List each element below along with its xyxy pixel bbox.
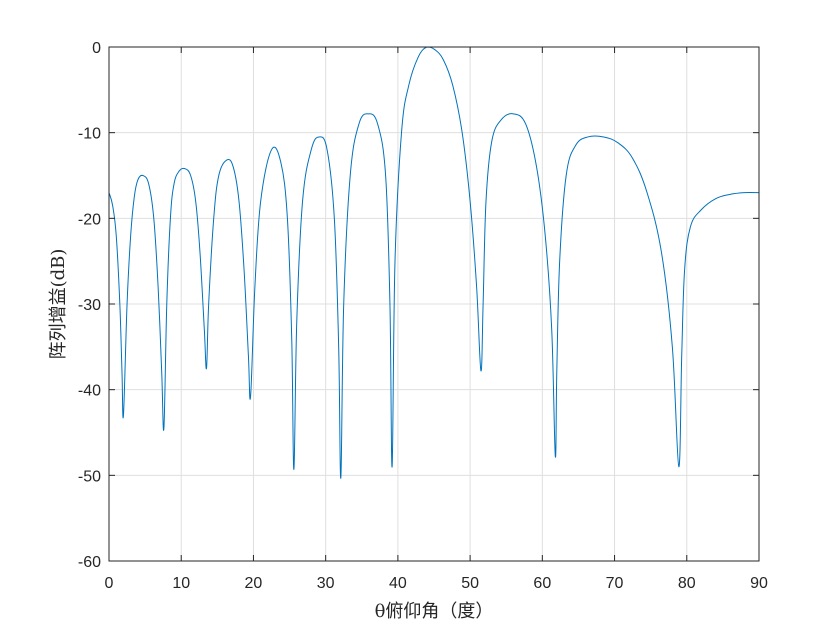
y-tick-label: -60 [78,554,101,571]
y-tick-label: -20 [78,211,101,228]
x-tick-label: 50 [461,575,479,592]
y-tick-label: -40 [78,383,101,400]
grid-lines [108,46,760,562]
plot-area [108,46,760,479]
axis-ticks [108,46,760,562]
y-tick-label: -10 [78,126,101,143]
y-tick-label: 0 [92,40,101,57]
series-line [108,46,760,479]
x-tick-label: 90 [750,575,768,592]
x-tick-label: 10 [172,575,190,592]
x-tick-labels: 0 10 20 30 40 50 60 70 80 90 [105,575,768,592]
x-tick-label: 30 [317,575,335,592]
x-tick-label: 80 [678,575,696,592]
x-tick-label: 0 [105,575,114,592]
x-axis-label: θ俯仰角（度） [375,601,494,622]
y-tick-label: -30 [78,297,101,314]
y-tick-label: -50 [78,468,101,485]
y-tick-labels: 0 -10 -20 -30 -40 -50 -60 [78,40,101,571]
x-tick-label: 20 [245,575,263,592]
y-axis-label: 阵列增益(dB) [48,249,69,360]
x-tick-label: 70 [606,575,624,592]
x-tick-label: 40 [389,575,407,592]
x-tick-label: 60 [533,575,551,592]
